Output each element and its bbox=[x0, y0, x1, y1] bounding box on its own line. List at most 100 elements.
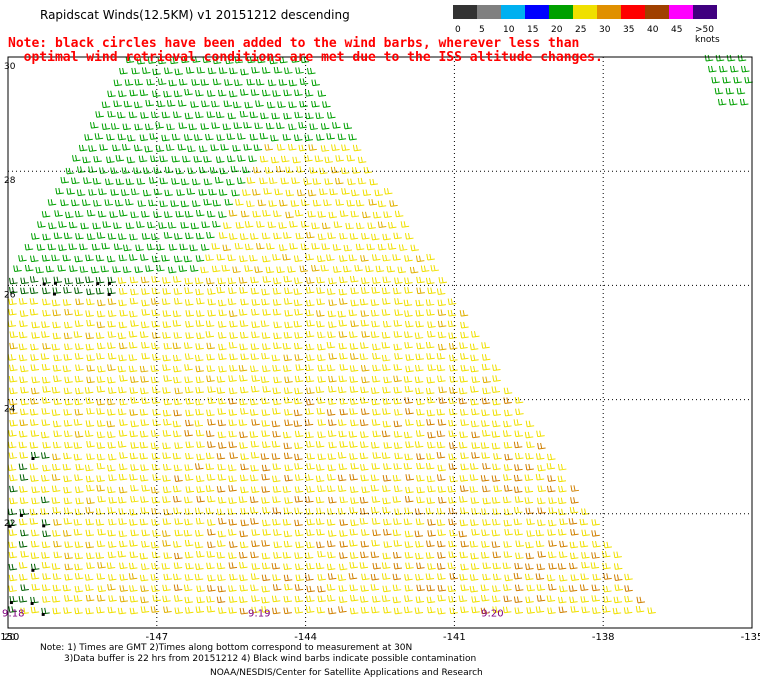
wind-barb bbox=[96, 376, 106, 383]
wind-barb bbox=[398, 244, 408, 251]
wind-barb bbox=[394, 508, 403, 516]
wind-barb bbox=[84, 430, 94, 438]
wind-barb bbox=[547, 475, 556, 482]
wind-barb bbox=[41, 408, 51, 415]
wind-barb bbox=[8, 375, 18, 383]
wind-barb bbox=[535, 606, 545, 613]
wind-barb bbox=[492, 562, 502, 570]
wind-barb bbox=[342, 265, 352, 273]
wind-barb bbox=[74, 585, 84, 593]
wind-barb bbox=[9, 419, 18, 427]
wind-barb bbox=[128, 562, 138, 570]
wind-barb bbox=[86, 497, 95, 505]
wind-barb bbox=[260, 376, 270, 383]
wind-barb bbox=[175, 167, 184, 175]
wind-barb bbox=[283, 507, 293, 515]
wind-barb bbox=[480, 607, 490, 615]
wind-barb bbox=[323, 199, 332, 207]
wind-barb bbox=[78, 144, 88, 152]
wind-barb bbox=[590, 562, 600, 569]
wind-barb bbox=[195, 310, 205, 317]
wind-barb bbox=[194, 354, 204, 362]
wind-barb bbox=[332, 122, 341, 129]
wind-barb bbox=[110, 123, 120, 130]
wind-barb bbox=[41, 419, 51, 427]
wind-barb bbox=[8, 407, 18, 415]
wind-barb bbox=[157, 57, 167, 65]
wind-barb bbox=[85, 584, 94, 592]
wind-barb bbox=[178, 78, 188, 86]
wind-barb bbox=[317, 419, 327, 426]
wind-barb bbox=[240, 486, 249, 494]
wind-barb bbox=[448, 540, 457, 548]
wind-barb bbox=[300, 221, 310, 228]
wind-barb bbox=[7, 441, 17, 449]
wind-barb bbox=[63, 420, 73, 427]
wind-barb bbox=[503, 595, 512, 603]
wind-barb bbox=[239, 541, 249, 549]
wind-barb bbox=[338, 298, 348, 305]
wind-barb bbox=[304, 474, 314, 481]
wind-barb bbox=[267, 79, 277, 87]
wind-barb bbox=[591, 584, 601, 592]
wind-barb bbox=[8, 541, 17, 549]
wind-barb bbox=[99, 167, 108, 174]
wind-barb bbox=[359, 353, 369, 361]
wind-barb bbox=[162, 595, 171, 603]
wind-barb bbox=[415, 552, 424, 560]
wind-barb bbox=[141, 67, 151, 74]
wind-barb bbox=[40, 508, 50, 515]
scale-swatch bbox=[549, 5, 573, 19]
wind-barb bbox=[569, 552, 579, 560]
wind-barb bbox=[255, 79, 265, 86]
wind-barb bbox=[84, 134, 93, 141]
wind-barb bbox=[250, 287, 260, 295]
wind-barb bbox=[272, 254, 281, 261]
wind-barb bbox=[263, 188, 272, 195]
wind-barb bbox=[266, 101, 276, 109]
wind-barb bbox=[272, 387, 282, 395]
wind-barb bbox=[327, 551, 336, 559]
wind-barb bbox=[85, 529, 95, 537]
scale-label: 45 bbox=[671, 25, 683, 35]
wind-barb bbox=[203, 198, 212, 206]
wind-barb bbox=[504, 453, 513, 461]
wind-barb bbox=[119, 375, 128, 382]
wind-barb bbox=[212, 57, 222, 65]
wind-barb bbox=[282, 342, 292, 350]
wind-barb bbox=[283, 275, 293, 283]
wind-barb bbox=[303, 178, 312, 185]
wind-barb bbox=[311, 243, 320, 250]
wind-barb bbox=[726, 54, 736, 62]
wind-barb bbox=[195, 563, 204, 570]
wind-barb bbox=[207, 441, 216, 448]
wind-barb bbox=[107, 551, 117, 559]
wind-barb bbox=[393, 232, 402, 240]
wind-barb bbox=[536, 497, 546, 505]
wind-barb bbox=[73, 595, 83, 602]
wind-barb bbox=[42, 441, 51, 449]
wind-barb bbox=[288, 79, 298, 87]
wind-barb bbox=[200, 123, 209, 130]
wind-barb bbox=[8, 286, 18, 294]
wind-barb bbox=[647, 607, 656, 614]
wind-barb bbox=[118, 508, 127, 515]
wind-barb bbox=[272, 507, 282, 514]
wind-barb bbox=[184, 299, 194, 306]
wind-barb bbox=[93, 155, 102, 163]
wind-barb bbox=[481, 430, 491, 437]
wind-barb bbox=[47, 243, 57, 251]
wind-barb bbox=[591, 519, 600, 526]
wind-barb bbox=[284, 419, 293, 427]
wind-barb bbox=[296, 189, 306, 197]
wind-barb bbox=[328, 211, 338, 219]
scale-swatch bbox=[525, 5, 549, 19]
wind-barb bbox=[179, 243, 188, 251]
wind-barb bbox=[256, 221, 265, 228]
wind-barb bbox=[106, 431, 116, 439]
wind-barb bbox=[53, 398, 62, 406]
wind-barb bbox=[405, 408, 414, 415]
wind-barb bbox=[262, 276, 272, 283]
wind-barb bbox=[51, 563, 61, 570]
wind-barb bbox=[349, 343, 359, 350]
